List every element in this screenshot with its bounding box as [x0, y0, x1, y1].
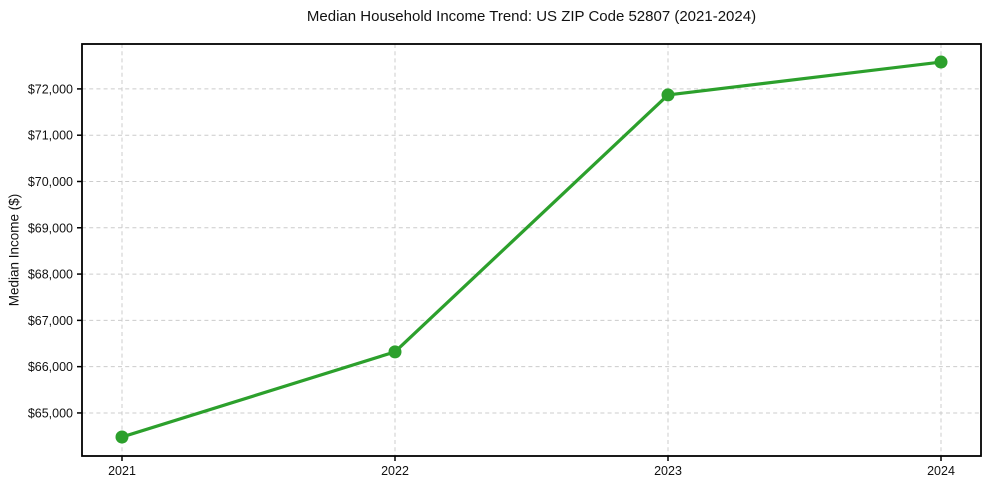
plot-border	[81, 43, 982, 457]
data-point-marker	[934, 55, 948, 69]
y-tick-label: $70,000	[28, 175, 73, 189]
y-tick-label: $71,000	[28, 129, 73, 143]
y-tick-label: $65,000	[28, 406, 73, 420]
data-point-marker	[115, 430, 129, 444]
y-tick-label: $68,000	[28, 268, 73, 282]
chart-title: Median Household Income Trend: US ZIP Co…	[306, 8, 757, 25]
x-tick-label: 2023	[654, 464, 682, 478]
x-tick-label: 2021	[108, 464, 136, 478]
x-tick-label: 2024	[927, 464, 955, 478]
data-point-marker	[388, 345, 402, 359]
data-point-marker	[661, 88, 675, 102]
y-tick-label: $72,000	[28, 82, 73, 96]
income-trend-line	[120, 60, 943, 439]
x-tick-label: 2022	[381, 464, 409, 478]
y-tick-label: $67,000	[28, 314, 73, 328]
y-tick-label: $66,000	[28, 360, 73, 374]
y-tick-label: $69,000	[28, 221, 73, 235]
